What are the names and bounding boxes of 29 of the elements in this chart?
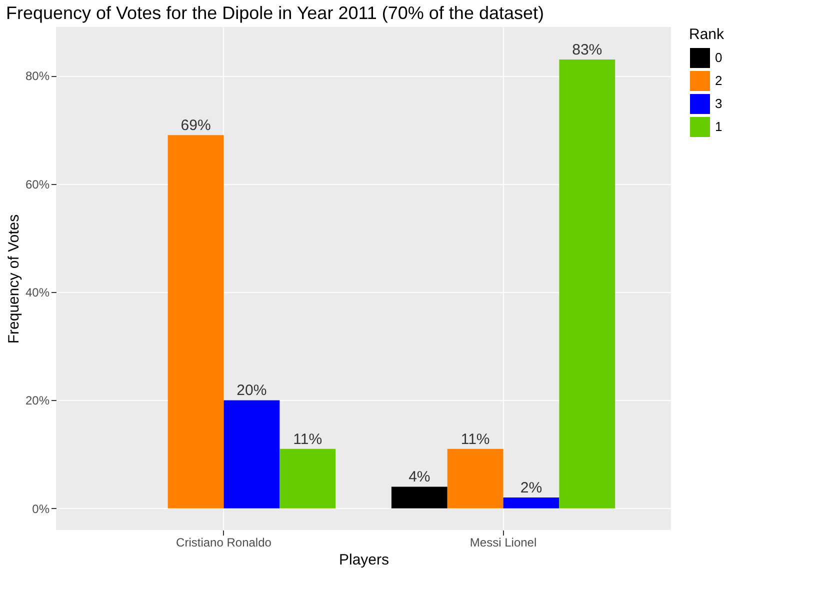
data-label: 69% bbox=[180, 117, 211, 134]
bar bbox=[503, 498, 560, 508]
bar bbox=[168, 135, 224, 508]
x-axis-title: Players bbox=[338, 552, 390, 568]
y-axis-title: Frequency of Votes bbox=[5, 214, 22, 344]
data-label: 4% bbox=[408, 468, 430, 486]
data-label: 11% bbox=[293, 430, 322, 448]
y-tick-label: 20% bbox=[25, 394, 50, 408]
chart-title: Frequency of Votes for the Dipole in Year 2011 (70% of the dataset) bbox=[6, 3, 544, 23]
bar bbox=[391, 486, 448, 508]
y-tick-label: 80% bbox=[25, 69, 50, 84]
data-label: 83% bbox=[572, 41, 602, 58]
y-tick-label: 60% bbox=[25, 177, 50, 192]
data-label: 11% bbox=[460, 430, 490, 448]
legend-label: 0 bbox=[715, 50, 722, 65]
legend-title: Rank bbox=[689, 26, 725, 43]
bar bbox=[224, 400, 280, 508]
legend-label: 2 bbox=[715, 73, 722, 88]
y-tick-label: 0% bbox=[32, 502, 50, 516]
bar bbox=[280, 448, 336, 508]
y-tick-label: 40% bbox=[25, 286, 50, 300]
legend-label: 3 bbox=[715, 96, 722, 111]
legend-label: 1 bbox=[715, 119, 722, 134]
x-tick-label: Messi Lionel bbox=[470, 536, 537, 550]
data-label: 2% bbox=[520, 480, 542, 497]
x-tick-label: Cristiano Ronaldo bbox=[176, 536, 272, 550]
bar bbox=[559, 59, 616, 508]
data-label: 20% bbox=[236, 382, 267, 400]
bar bbox=[447, 448, 504, 508]
